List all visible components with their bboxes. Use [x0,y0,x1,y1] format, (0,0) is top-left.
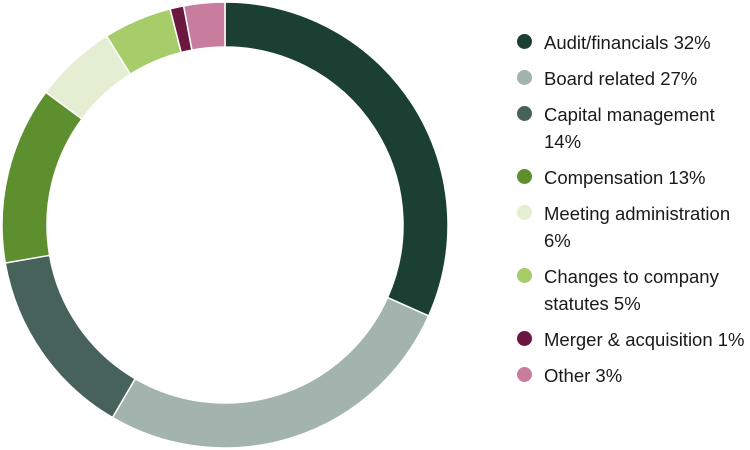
legend-swatch-0 [517,34,532,49]
legend-label-6: Merger & acquisition 1% [544,329,745,350]
legend-label-0: Audit/financials 32% [544,32,711,53]
legend-label-1: Board related 27% [544,68,698,89]
legend-swatch-6 [517,331,532,346]
legend-swatch-1 [517,70,532,85]
legend-label-2: Capital management 14% [544,104,715,152]
legend-item-4: Meeting administration 6% [517,200,745,254]
legend-label-3: Compensation 13% [544,167,706,188]
legend-item-6: Merger & acquisition 1% [517,326,745,353]
legend-item-0: Audit/financials 32% [517,29,745,56]
donut-slice-7 [182,1,226,51]
donut-slice-2 [4,254,137,419]
legend-item-5: Changes to company statutes 5% [517,263,745,317]
legend-item-7: Other 3% [517,362,745,389]
legend-swatch-5 [517,268,532,283]
legend-item-3: Compensation 13% [517,164,745,191]
legend-item-1: Board related 27% [517,65,745,92]
legend-item-2: Capital management 14% [517,101,745,155]
donut-slice-1 [111,296,430,449]
legend-swatch-4 [517,205,532,220]
donut-slice-0 [224,1,449,317]
legend-swatch-7 [517,367,532,382]
legend-label-5: Changes to company statutes 5% [544,266,719,314]
chart-legend: Audit/financials 32% Board related 27% Cap… [517,29,745,398]
legend-swatch-2 [517,106,532,121]
legend-label-4: Meeting administration 6% [544,203,731,251]
donut-chart [1,1,449,449]
legend-label-7: Other 3% [544,365,623,386]
donut-slice-3 [1,91,84,264]
legend-swatch-3 [517,169,532,184]
